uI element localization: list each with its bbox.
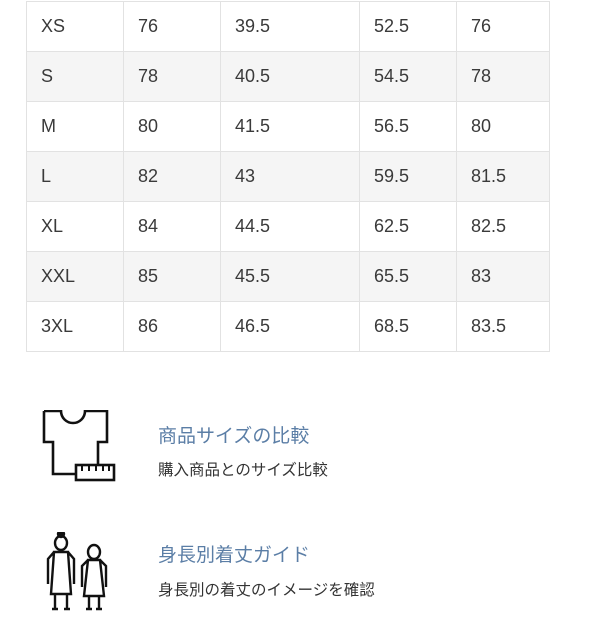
table-row: L 82 43 59.5 81.5 [26,151,550,202]
measurement-cell: 85 [123,251,221,302]
measurement-cell: 76 [456,1,550,52]
table-row: XXL 85 45.5 65.5 83 [26,251,550,302]
size-label-cell: M [26,101,124,152]
size-table: XS 76 39.5 52.5 76 S 78 40.5 54.5 78 M 80 41.5 56.5 80… [26,1,550,352]
measurement-cell: 83 [456,251,550,302]
measurement-cell: 44.5 [220,201,360,252]
table-row: XL 84 44.5 62.5 82.5 [26,201,550,252]
feature-length-guide[interactable]: 身長別着丈ガイド 身長別の着丈のイメージを確認 [0,520,616,616]
measurement-cell: 76 [123,1,221,52]
table-row: S 78 40.5 54.5 78 [26,51,550,102]
measurement-cell: 41.5 [220,101,360,152]
measurement-cell: 40.5 [220,51,360,102]
feature-size-compare[interactable]: 商品サイズの比較 購入商品とのサイズ比較 [0,400,616,490]
measurement-cell: 80 [123,101,221,152]
size-label-cell: S [26,51,124,102]
measurement-cell: 65.5 [359,251,457,302]
feature-subtitle: 購入商品とのサイズ比較 [158,461,328,479]
measurement-cell: 45.5 [220,251,360,302]
measurement-cell: 78 [123,51,221,102]
measurement-cell: 83.5 [456,301,550,352]
feature-title[interactable]: 身長別着丈ガイド [158,544,311,566]
size-label-cell: XXL [26,251,124,302]
measurement-cell: 84 [123,201,221,252]
measurement-cell: 62.5 [359,201,457,252]
measurement-cell: 86 [123,301,221,352]
people-height-icon [46,532,108,611]
measurement-cell: 68.5 [359,301,457,352]
measurement-cell: 59.5 [359,151,457,202]
size-label-cell: XL [26,201,124,252]
measurement-cell: 43 [220,151,360,202]
measurement-cell: 81.5 [456,151,550,202]
measurement-cell: 82.5 [456,201,550,252]
measurement-cell: 52.5 [359,1,457,52]
shirt-ruler-icon [42,410,116,482]
measurement-cell: 56.5 [359,101,457,152]
feature-subtitle: 身長別の着丈のイメージを確認 [158,581,375,599]
table-row: M 80 41.5 56.5 80 [26,101,550,152]
measurement-cell: 82 [123,151,221,202]
size-label-cell: XS [26,1,124,52]
table-row: XS 76 39.5 52.5 76 [26,1,550,52]
measurement-cell: 46.5 [220,301,360,352]
table-row: 3XL 86 46.5 68.5 83.5 [26,301,550,352]
measurement-cell: 78 [456,51,550,102]
feature-title[interactable]: 商品サイズの比較 [158,425,310,447]
measurement-cell: 54.5 [359,51,457,102]
measurement-cell: 39.5 [220,1,360,52]
size-label-cell: L [26,151,124,202]
measurement-cell: 80 [456,101,550,152]
size-label-cell: 3XL [26,301,124,352]
